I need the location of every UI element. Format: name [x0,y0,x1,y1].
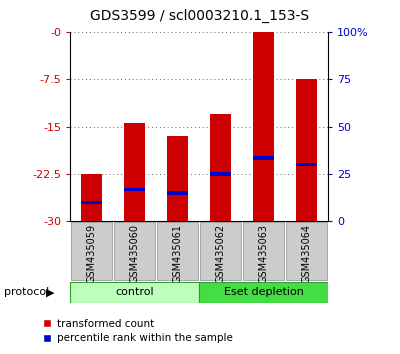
Bar [70,282,199,303]
Text: GSM435061: GSM435061 [172,224,182,283]
Bar [253,156,274,160]
Bar [124,124,145,221]
Text: GDS3599 / scl0003210.1_153-S: GDS3599 / scl0003210.1_153-S [90,9,310,23]
Legend: transformed count, percentile rank within the sample: transformed count, percentile rank withi… [37,315,237,348]
Text: GSM435059: GSM435059 [86,224,96,284]
Bar [253,32,274,221]
Text: GSM435064: GSM435064 [302,224,312,283]
Bar [167,136,188,221]
Text: control: control [115,287,154,297]
Text: ▶: ▶ [46,287,54,297]
Text: GSM435063: GSM435063 [258,224,268,283]
Bar [167,191,188,195]
Bar [81,174,102,221]
Bar [81,201,102,204]
Bar [210,172,231,176]
Bar [200,222,241,280]
Bar [210,114,231,221]
Bar [114,222,155,280]
Bar [199,282,328,303]
Bar [296,79,317,221]
Bar [296,163,317,166]
Text: protocol: protocol [4,287,49,297]
Bar [243,222,284,280]
Text: GSM435062: GSM435062 [216,224,226,284]
Bar [71,222,112,280]
Bar [124,188,145,192]
Text: Eset depletion: Eset depletion [224,287,304,297]
Bar [157,222,198,280]
Text: GSM435060: GSM435060 [130,224,140,283]
Bar [286,222,327,280]
